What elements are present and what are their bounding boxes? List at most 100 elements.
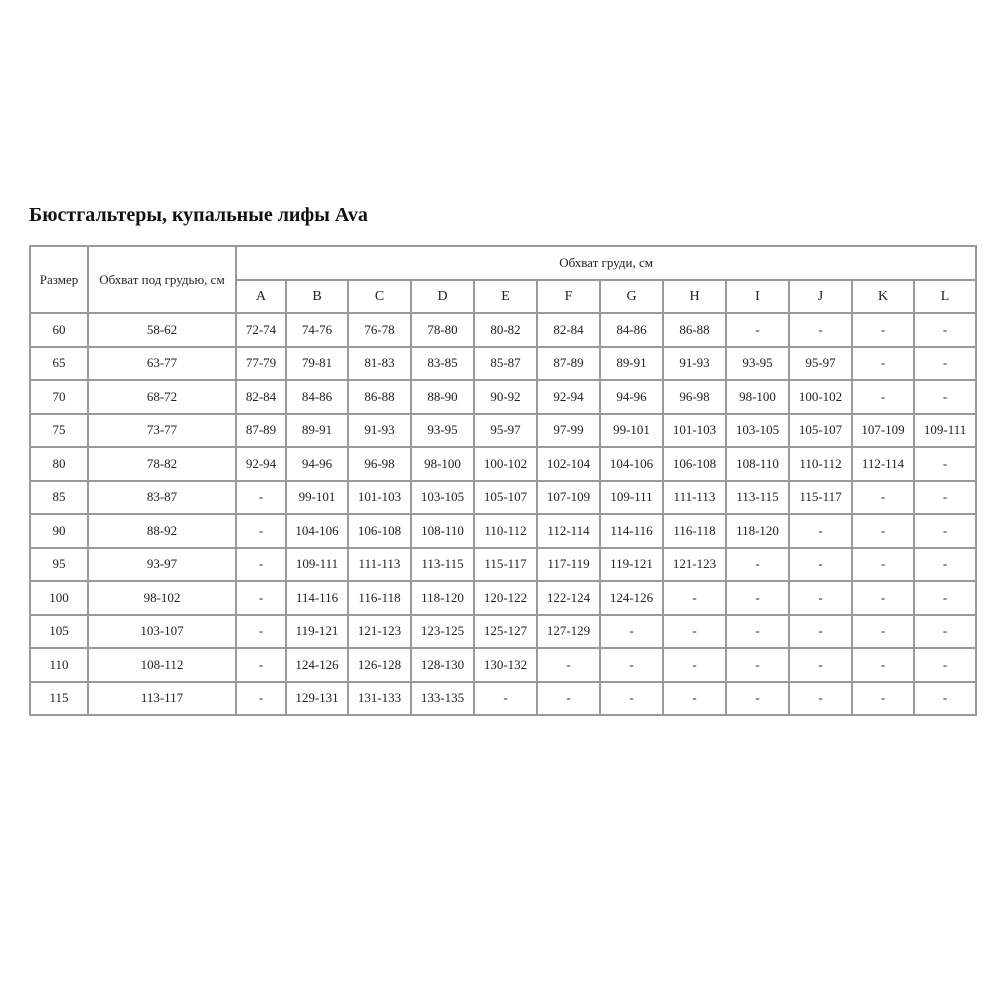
bust-cell: 128-130 (410, 647, 475, 683)
bust-cell: 87-89 (536, 345, 601, 381)
header-cup: D (410, 279, 475, 314)
bust-cell: 101-103 (662, 412, 727, 448)
bust-cell: 118-120 (410, 580, 475, 616)
bust-cell: - (599, 613, 664, 649)
table-row: 75 73-77 87-89 89-91 91-93 93-95 95-97 97-99 99-… (29, 412, 978, 448)
bust-cell: 84-86 (285, 379, 349, 415)
bust-cell: 82-84 (235, 379, 287, 415)
header-cup: L (912, 279, 978, 314)
bust-cell: 107-109 (536, 479, 601, 515)
bust-cell: 99-101 (599, 412, 664, 448)
bust-cell: - (851, 312, 915, 348)
page-title: Бюстгальтеры, купальные лифы Ava (29, 204, 368, 226)
header-cup: I (725, 279, 790, 314)
underbust-cell: 98-102 (87, 580, 237, 616)
bust-cell: - (788, 580, 853, 616)
bust-cell: 110-112 (473, 513, 538, 549)
bust-cell: - (851, 647, 915, 683)
bust-cell: 92-94 (235, 446, 287, 482)
size-cell: 80 (29, 446, 89, 482)
bust-cell: 116-118 (347, 580, 412, 616)
bust-cell: 124-126 (599, 580, 664, 616)
bust-cell: - (788, 312, 853, 348)
bust-cell: 80-82 (473, 312, 538, 348)
bust-cell: - (788, 546, 853, 582)
size-cell: 115 (29, 680, 89, 716)
bust-cell: 129-131 (285, 680, 349, 716)
bust-cell: - (851, 613, 915, 649)
bust-cell: - (725, 613, 790, 649)
table-row: 60 58-62 72-74 74-76 76-78 78-80 80-82 82-84 84-… (29, 312, 978, 348)
bust-cell: 93-95 (410, 412, 475, 448)
bust-cell: - (788, 513, 853, 549)
bust-cell: 77-79 (235, 345, 287, 381)
bust-cell: 108-110 (410, 513, 475, 549)
bust-cell: 117-119 (536, 546, 601, 582)
bust-cell: - (912, 513, 978, 549)
bust-cell: 89-91 (285, 412, 349, 448)
header-cup: K (851, 279, 915, 314)
bust-cell: 102-104 (536, 446, 601, 482)
bust-cell: 131-133 (347, 680, 412, 716)
bust-cell: - (851, 513, 915, 549)
size-cell: 60 (29, 312, 89, 348)
bust-cell: 98-100 (410, 446, 475, 482)
bust-cell: - (473, 680, 538, 716)
underbust-cell: 103-107 (87, 613, 237, 649)
bust-cell: 94-96 (285, 446, 349, 482)
bust-cell: 119-121 (285, 613, 349, 649)
bust-cell: 84-86 (599, 312, 664, 348)
bust-cell: 94-96 (599, 379, 664, 415)
bust-cell: 97-99 (536, 412, 601, 448)
table-row: 80 78-82 92-94 94-96 96-98 98-100 100-102 102-1… (29, 446, 978, 482)
bust-cell: - (788, 647, 853, 683)
bust-cell: 120-122 (473, 580, 538, 616)
underbust-cell: 113-117 (87, 680, 237, 716)
bust-cell: 91-93 (347, 412, 412, 448)
bust-cell: 106-108 (347, 513, 412, 549)
bust-cell: 124-126 (285, 647, 349, 683)
bust-cell: - (788, 680, 853, 716)
bust-cell: 122-124 (536, 580, 601, 616)
bust-cell: 87-89 (235, 412, 287, 448)
table-row: 70 68-72 82-84 84-86 86-88 88-90 90-92 92-94 94-… (29, 379, 978, 415)
table-row: 115 113-117-129-131 131-133 133-135- - - - - - - - (29, 680, 978, 716)
bust-cell: 118-120 (725, 513, 790, 549)
underbust-cell: 93-97 (87, 546, 237, 582)
bust-cell: 111-113 (662, 479, 727, 515)
table-row: 105 103-107-119-121 121-123 123-125 125-127 1… (29, 613, 978, 649)
bust-cell: - (599, 647, 664, 683)
bust-cell: - (599, 680, 664, 716)
bust-cell: 96-98 (662, 379, 727, 415)
bust-cell: - (912, 312, 978, 348)
bust-cell: - (662, 613, 727, 649)
bust-cell: 115-117 (788, 479, 853, 515)
underbust-cell: 88-92 (87, 513, 237, 549)
bust-cell: - (912, 613, 978, 649)
bust-cell: 127-129 (536, 613, 601, 649)
table-row: 95 93-97-109-111 111-113 113-115 115-117 117-… (29, 546, 978, 582)
bust-cell: - (235, 680, 287, 716)
bust-cell: 88-90 (410, 379, 475, 415)
bust-cell: - (912, 680, 978, 716)
bust-cell: 109-111 (912, 412, 978, 448)
underbust-cell: 78-82 (87, 446, 237, 482)
bust-cell: 103-105 (410, 479, 475, 515)
bust-cell: - (788, 613, 853, 649)
bust-cell: 109-111 (285, 546, 349, 582)
bust-cell: 83-85 (410, 345, 475, 381)
size-cell: 75 (29, 412, 89, 448)
bust-cell: 76-78 (347, 312, 412, 348)
bust-cell: 107-109 (851, 412, 915, 448)
bust-cell: 85-87 (473, 345, 538, 381)
table-row: 110 108-112-124-126 126-128 128-130 130-132-… (29, 647, 978, 683)
bust-cell: - (912, 546, 978, 582)
bust-cell: 105-107 (788, 412, 853, 448)
header-cup: C (347, 279, 412, 314)
bust-cell: - (912, 580, 978, 616)
bust-cell: 130-132 (473, 647, 538, 683)
bust-cell: - (235, 513, 287, 549)
size-cell: 65 (29, 345, 89, 381)
header-cup: G (599, 279, 664, 314)
bust-cell: - (536, 680, 601, 716)
